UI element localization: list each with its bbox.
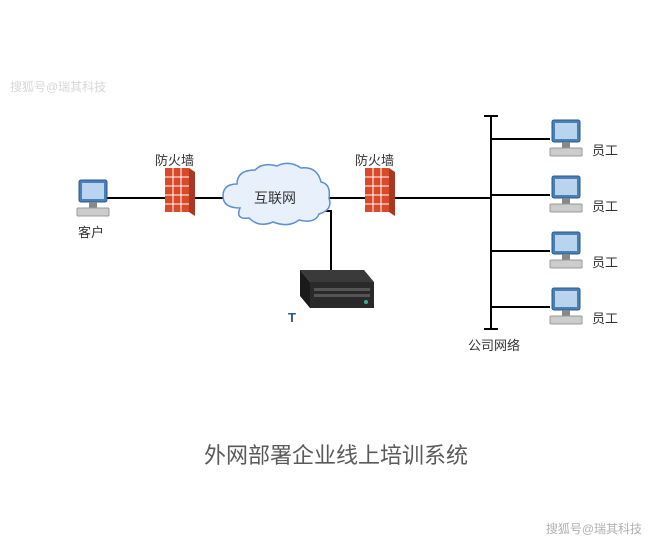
watermark-bottom-right: 搜狐号@瑞其科技 (546, 520, 642, 537)
firewall-2 (365, 168, 395, 221)
bus-cap-bottom (484, 328, 498, 330)
internet-label: 互联网 (254, 188, 296, 208)
network-label: 公司网络 (468, 335, 520, 354)
client-label: 客户 (78, 222, 104, 241)
employee-4 (548, 286, 588, 333)
server-label: T (288, 310, 296, 325)
branch-emp2 (490, 194, 550, 196)
employee-2 (548, 174, 588, 221)
company-bus-vertical (490, 115, 492, 330)
server-device (290, 260, 380, 320)
employee-1 (548, 118, 588, 165)
branch-emp1 (490, 138, 550, 140)
employee4-label: 员工 (592, 308, 618, 327)
bus-cap-top (484, 115, 498, 117)
firewall2-label: 防火墙 (355, 150, 394, 169)
client-computer (75, 178, 115, 225)
employee3-label: 员工 (592, 252, 618, 271)
employee-3 (548, 230, 588, 277)
employee1-label: 员工 (592, 140, 618, 159)
watermark-top-left: 搜狐号@瑞其科技 (10, 78, 106, 95)
branch-emp4 (490, 306, 550, 308)
branch-emp3 (490, 250, 550, 252)
firewall-1 (165, 168, 195, 221)
line-fw2-bus (390, 197, 490, 199)
diagram-title: 外网部署企业线上培训系统 (0, 438, 672, 470)
employee2-label: 员工 (592, 196, 618, 215)
firewall1-label: 防火墙 (155, 150, 194, 169)
